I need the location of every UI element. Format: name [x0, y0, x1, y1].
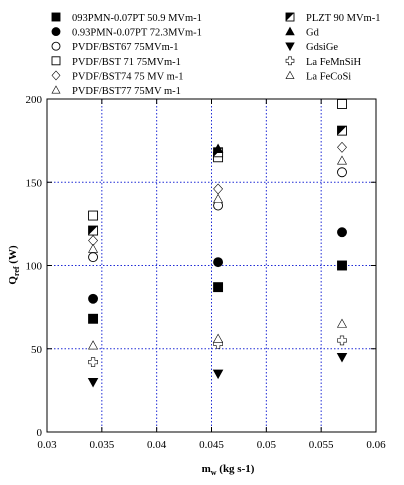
legend-label: PVDF/BST77 75MV m-1 [72, 86, 181, 97]
x-tick-label: 0.055 [309, 439, 334, 451]
legend-marker [285, 26, 295, 36]
data-point [213, 282, 224, 293]
y-axis-label-sub: ref [12, 266, 21, 276]
marker-layer [87, 99, 348, 388]
data-point [213, 193, 224, 203]
legend-label: Gd [306, 28, 320, 39]
tick-layer: 0.03 0.035 0.04 0.045 0.05 0.055 0.06 0 50 100 150… [26, 94, 387, 451]
legend-marker [51, 70, 61, 81]
data-point [337, 99, 347, 109]
data-point [213, 183, 223, 195]
legend-label: 093PMN-0.07PT 50.9 MVm-1 [72, 13, 202, 24]
data-point [337, 167, 347, 178]
x-tick-label: 0.06 [366, 439, 386, 451]
data-point [337, 335, 347, 346]
y-axis-label-unit: (W) [7, 245, 19, 266]
legend-label: La FeCoSi [306, 71, 351, 82]
y-tick-label: 200 [26, 94, 43, 106]
data-point [213, 333, 224, 343]
data-point [88, 225, 99, 236]
x-tick-label: 0.03 [37, 439, 57, 451]
x-axis-label-unit: (kg s-1) [217, 463, 255, 475]
data-point [88, 357, 98, 367]
y-tick-label: 0 [37, 427, 43, 439]
legend-marker [51, 12, 61, 22]
data-point [337, 141, 347, 153]
data-point [337, 227, 347, 238]
data-point [88, 313, 99, 324]
data-point [87, 378, 99, 388]
legend-marker [285, 42, 295, 52]
legend-marker [285, 12, 295, 22]
x-tick-label: 0.035 [89, 439, 114, 451]
legend-label: PLZT 90 MVm-1 [306, 13, 380, 24]
data-point [213, 257, 224, 268]
y-axis-label: Qref (W) [7, 245, 21, 285]
legend-marker [51, 56, 61, 66]
legend-marker [51, 85, 61, 94]
x-tick-label: 0.05 [257, 439, 277, 451]
data-point [337, 260, 347, 271]
legend-label: GdsiGe [306, 42, 338, 53]
data-point [88, 252, 99, 263]
legend-marker [51, 41, 61, 51]
legend-label: PVDF/BST74 75 MV m-1 [72, 71, 184, 82]
data-point [88, 340, 99, 350]
legend-label: PVDF/BST 71 75MVm-1 [72, 57, 181, 68]
data-point [336, 353, 348, 363]
y-tick-label: 50 [31, 344, 43, 356]
x-tick-label: 0.04 [147, 439, 167, 451]
legend-label: La FeMnSiH [306, 57, 362, 68]
x-tick-label: 0.045 [199, 439, 224, 451]
legend-label: PVDF/BST67 75MVm-1 [72, 42, 178, 53]
grid-layer [47, 99, 376, 432]
data-point [88, 210, 99, 221]
data-point [336, 318, 348, 328]
legend-marker [285, 56, 295, 66]
data-point [336, 155, 348, 165]
legend-marker [51, 27, 61, 37]
data-point [88, 243, 99, 253]
data-point [212, 369, 224, 380]
data-point [88, 293, 99, 304]
data-point [212, 143, 224, 153]
y-tick-label: 150 [26, 177, 43, 189]
legend-layer: 093PMN-0.07PT 50.9 MVm-1 0.93PMN-0.07PT 7… [51, 12, 380, 97]
x-axis-label-sub: w [211, 468, 217, 477]
legend-marker [285, 70, 295, 79]
data-point [337, 125, 347, 136]
legend-label: 0.93PMN-0.07PT 72.3MVm-1 [72, 28, 202, 39]
x-axis-label: mw (kg s-1) [202, 463, 255, 477]
y-tick-label: 100 [26, 261, 43, 273]
